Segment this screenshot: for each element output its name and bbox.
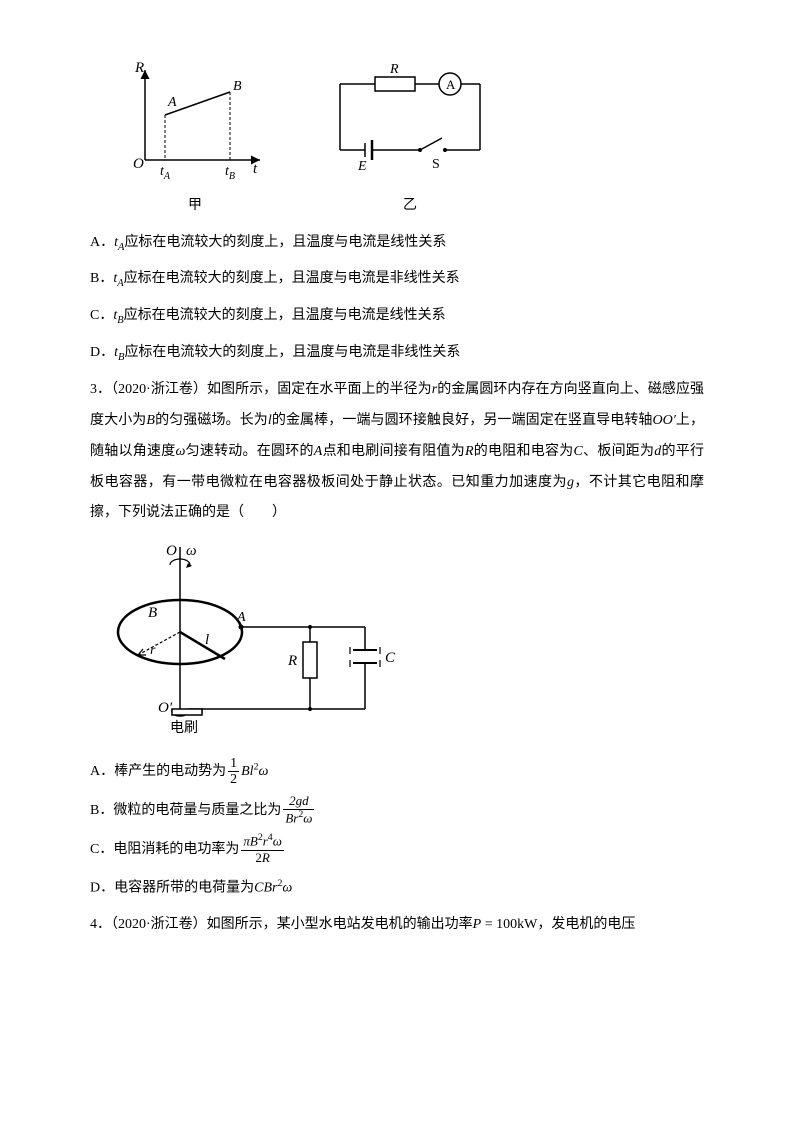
svg-text:R: R bbox=[389, 62, 399, 77]
q3-option-c: C．电阻消耗的电功率为πB2r4ω2R bbox=[90, 833, 704, 866]
caption-right: 乙 bbox=[320, 191, 500, 222]
q3-option-d: D．电容器所带的电荷量为CBr2ω bbox=[90, 873, 704, 904]
svg-text:O: O bbox=[166, 543, 177, 559]
q2-option-b: B．tA应标在电流较大的刻度上，且温度与电流是非线性关系 bbox=[90, 264, 704, 295]
svg-text:电刷: 电刷 bbox=[170, 720, 198, 736]
q2-option-c: C．tB应标在电流较大的刻度上，且温度与电流是线性关系 bbox=[90, 301, 704, 332]
svg-text:tA: tA bbox=[160, 164, 171, 180]
svg-text:A: A bbox=[446, 77, 456, 92]
figure-graph: R t O A B tA tB 甲 bbox=[120, 60, 270, 222]
svg-text:l: l bbox=[205, 632, 209, 648]
figure-circuit: R A E S 乙 bbox=[320, 60, 500, 222]
svg-text:r: r bbox=[150, 643, 156, 658]
svg-text:E: E bbox=[357, 159, 367, 174]
svg-text:A: A bbox=[236, 610, 246, 625]
q3-option-b: B．微粒的电荷量与质量之比为2gdBr2ω bbox=[90, 794, 704, 827]
q2-option-d: D．tB应标在电流较大的刻度上，且温度与电流是非线性关系 bbox=[90, 338, 704, 369]
q4-stem: 4．（2020·浙江卷）如图所示，某小型水电站发电机的输出功率P = 100kW… bbox=[90, 910, 704, 941]
svg-text:tB: tB bbox=[225, 164, 235, 180]
svg-text:C: C bbox=[385, 650, 396, 666]
q2-option-a: A．tA应标在电流较大的刻度上，且温度与电流是线性关系 bbox=[90, 228, 704, 259]
svg-text:R: R bbox=[287, 653, 297, 669]
ptB: B bbox=[233, 79, 242, 94]
q3-option-a: A．棒产生的电动势为12Bl2ω bbox=[90, 756, 704, 788]
origin: O bbox=[133, 156, 144, 172]
xlabel: t bbox=[253, 161, 258, 177]
svg-text:O′: O′ bbox=[158, 700, 173, 716]
q3-stem: 3．（2020·浙江卷）如图所示，固定在水平面上的半径为r的金属圆环内存在方向竖… bbox=[90, 375, 704, 529]
svg-text:S: S bbox=[432, 157, 440, 172]
svg-text:ω: ω bbox=[186, 543, 197, 559]
figure-q3: O ω B r l A R C O′ 电刷 bbox=[110, 537, 704, 750]
ptA: A bbox=[167, 95, 177, 110]
figure-q2: R t O A B tA tB 甲 R A bbox=[120, 60, 704, 222]
ylabel: R bbox=[134, 60, 144, 76]
caption-left: 甲 bbox=[120, 191, 270, 222]
svg-text:B: B bbox=[148, 605, 157, 621]
